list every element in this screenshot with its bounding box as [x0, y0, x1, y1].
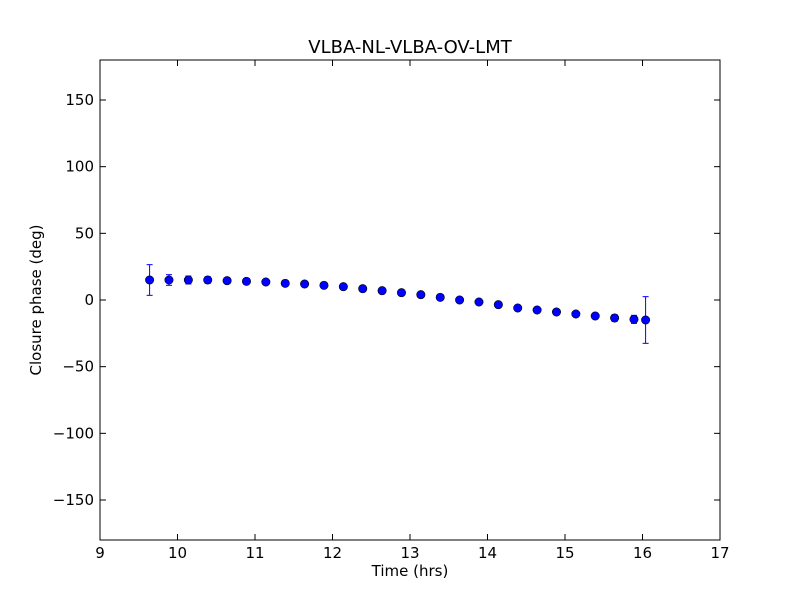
data-point: [300, 279, 310, 289]
y-tick-label: −50: [62, 358, 94, 376]
data-point: [145, 275, 155, 285]
y-axis-ticks: −150 −100 −50 0 50 100 150: [53, 91, 720, 509]
data-point: [261, 277, 271, 287]
x-tick-label: 11: [245, 544, 264, 562]
y-tick-label: 0: [84, 291, 94, 309]
data-point: [474, 297, 484, 307]
data-point: [435, 292, 445, 302]
data-point: [629, 314, 639, 324]
x-tick-label: 9: [95, 544, 105, 562]
data-point: [203, 275, 213, 285]
data-point: [319, 280, 329, 290]
x-tick-label: 17: [710, 544, 729, 562]
x-tick-label: 12: [323, 544, 342, 562]
data-point: [532, 305, 542, 315]
data-point: [416, 290, 426, 300]
data-point: [590, 311, 600, 321]
data-point: [571, 309, 581, 319]
chart-title: VLBA-NL-VLBA-OV-LMT: [308, 37, 512, 58]
data-point: [338, 282, 348, 292]
data-point: [493, 300, 503, 310]
y-tick-label: −100: [53, 424, 94, 442]
data-point: [377, 286, 387, 296]
x-axis-label: Time (hrs): [371, 562, 449, 580]
data-point: [280, 278, 290, 288]
data-point: [358, 284, 368, 294]
data-point: [164, 275, 174, 285]
data-point: [241, 276, 251, 286]
x-axis-ticks: 9 10 11 12 13 14 15 16 17: [95, 60, 730, 562]
data-point: [610, 313, 620, 323]
data-point: [551, 307, 561, 317]
data-point: [222, 276, 232, 286]
y-tick-label: −150: [53, 491, 94, 509]
x-tick-label: 13: [400, 544, 419, 562]
data-point: [455, 295, 465, 305]
y-tick-label: 150: [65, 91, 94, 109]
x-tick-label: 14: [478, 544, 497, 562]
x-tick-label: 15: [555, 544, 574, 562]
x-tick-label: 16: [633, 544, 652, 562]
data-point: [183, 275, 193, 285]
y-tick-label: 100: [65, 158, 94, 176]
data-point: [396, 288, 406, 298]
data-markers: [145, 275, 651, 325]
x-tick-label: 10: [168, 544, 187, 562]
y-axis-label: Closure phase (deg): [27, 225, 45, 376]
data-point: [513, 303, 523, 313]
data-point: [641, 315, 651, 325]
y-tick-label: 50: [75, 224, 94, 242]
